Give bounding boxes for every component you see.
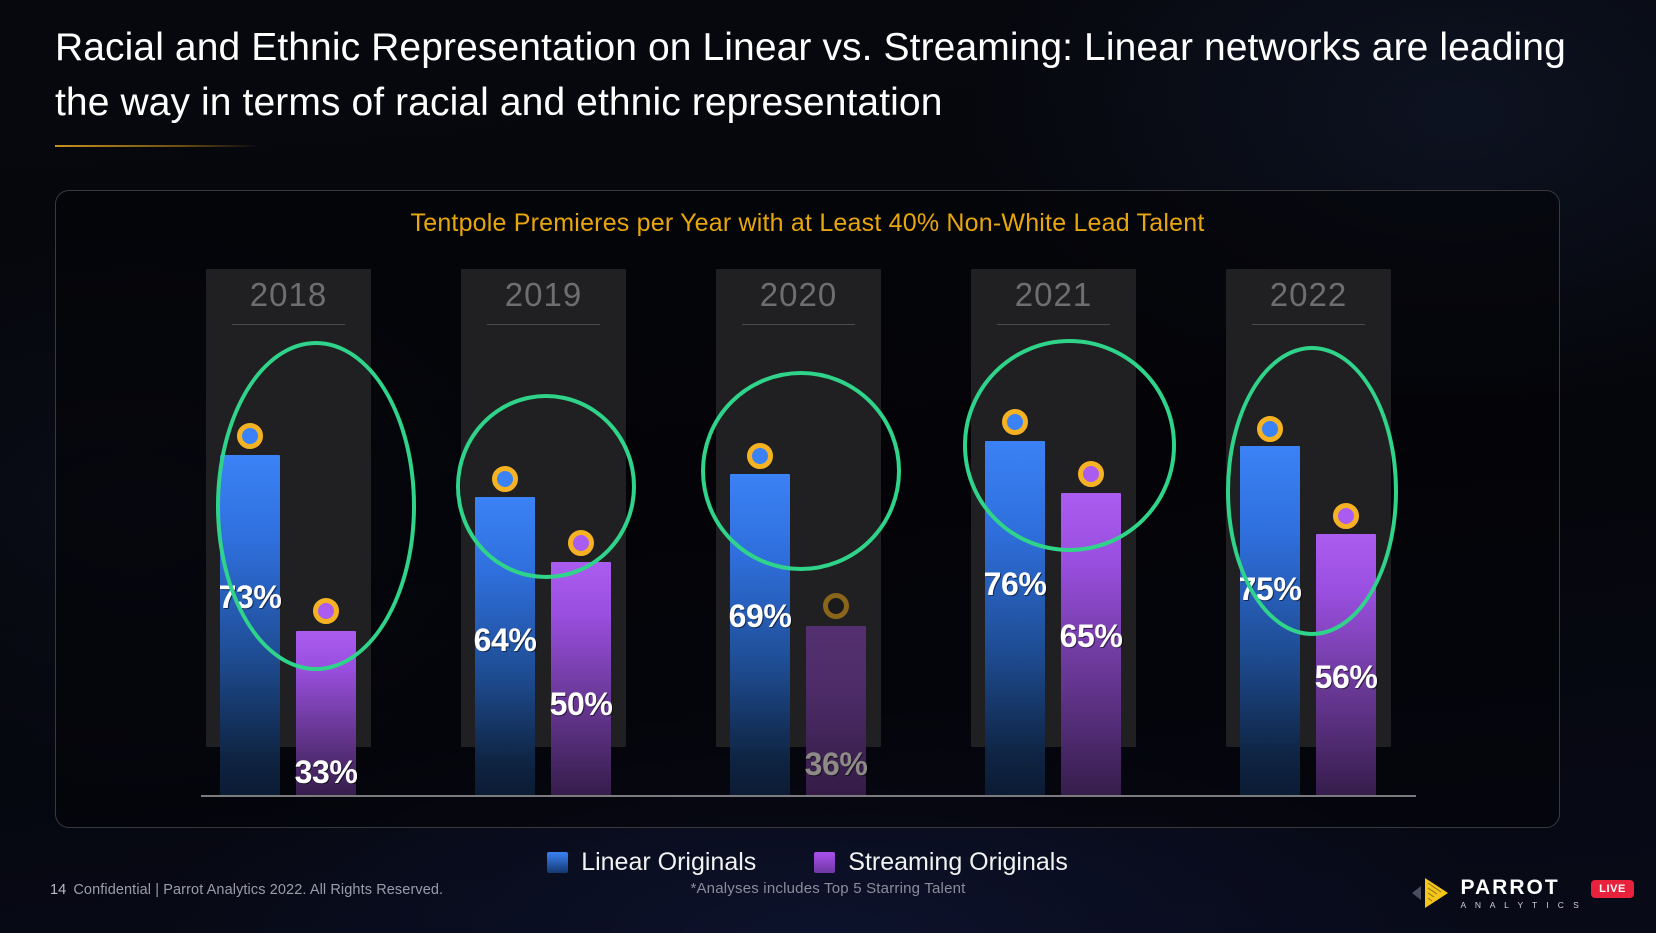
parrot-logo-mark-icon <box>1410 876 1452 910</box>
page-number: 14 <box>50 882 67 898</box>
year-rule <box>997 324 1110 325</box>
year-label-2021: 2021 <box>1014 276 1093 313</box>
marker-streaming-2021 <box>1078 461 1104 487</box>
marker-linear-2018 <box>237 423 263 449</box>
year-rule <box>1252 324 1365 325</box>
bar-streaming-2019[interactable] <box>551 562 611 796</box>
value-label-streaming-2022: 56% <box>1314 659 1378 695</box>
value-label-linear-2018: 73% <box>218 579 282 615</box>
confidential-notice: Confidential | Parrot Analytics 2022. Al… <box>73 882 444 898</box>
bar-streaming-2018[interactable] <box>296 631 356 796</box>
x-axis-line <box>201 795 1416 797</box>
marker-linear-2021 <box>1002 409 1028 435</box>
marker-streaming-2019 <box>568 530 594 556</box>
marker-linear-2019 <box>492 466 518 492</box>
parrot-analytics-logo: PARROT A N A L Y T I C S LIVE <box>1410 876 1634 910</box>
value-label-streaming-2020: 36% <box>804 746 868 782</box>
marker-linear-2022 <box>1257 416 1283 442</box>
legend-label-linear: Linear Originals <box>581 848 757 876</box>
bar-linear-2022[interactable] <box>1240 446 1300 796</box>
year-group-2019: 2019 64% 50% <box>456 191 636 829</box>
year-label-2022: 2022 <box>1269 276 1348 313</box>
grouped-bar-chart: 2018 73% 33% 2019 64% 50% <box>56 191 1561 829</box>
page-title: Racial and Ethnic Representation on Line… <box>55 26 1566 125</box>
marker-streaming-2018 <box>313 598 339 624</box>
marker-streaming-2020 <box>823 593 849 619</box>
value-label-linear-2020: 69% <box>728 598 792 634</box>
title-underline-rule <box>55 144 260 147</box>
bar-streaming-2021[interactable] <box>1061 493 1121 796</box>
live-badge: LIVE <box>1591 880 1634 898</box>
bar-streaming-2022[interactable] <box>1316 534 1376 796</box>
logo-subtitle: A N A L Y T I C S <box>1460 899 1583 910</box>
footer-left: 14 Confidential | Parrot Analytics 2022.… <box>50 882 443 898</box>
marker-linear-2020 <box>747 443 773 469</box>
value-label-streaming-2019: 50% <box>549 686 613 722</box>
chart-legend: Linear Originals Streaming Originals <box>56 848 1559 877</box>
value-label-linear-2019: 64% <box>473 622 537 658</box>
logo-wordmark: PARROT A N A L Y T I C S <box>1461 877 1583 910</box>
legend-swatch-purple-icon <box>814 852 836 873</box>
legend-label-streaming: Streaming Originals <box>848 848 1068 876</box>
value-label-streaming-2021: 65% <box>1059 618 1123 654</box>
year-group-2022: 2022 75% 56% <box>1226 191 1398 829</box>
year-group-2018: 2018 73% 33% <box>206 191 416 829</box>
value-label-linear-2021: 76% <box>983 566 1047 602</box>
year-label-2018: 2018 <box>249 276 328 313</box>
marker-streaming-2022 <box>1333 503 1359 529</box>
value-label-linear-2022: 75% <box>1238 571 1302 607</box>
title-block: Racial and Ethnic Representation on Line… <box>55 20 1575 147</box>
chart-title: Tentpole Premieres per Year with at Leas… <box>410 209 1205 237</box>
bar-linear-2019[interactable] <box>475 497 535 796</box>
year-rule <box>487 324 600 325</box>
year-label-2019: 2019 <box>504 276 583 313</box>
year-group-2021: 2021 76% 65% <box>963 191 1176 829</box>
bar-linear-2018[interactable] <box>220 455 280 796</box>
bar-linear-2020[interactable] <box>730 474 790 796</box>
legend-item-streaming-originals[interactable]: Streaming Originals <box>814 848 1068 877</box>
bar-linear-2021[interactable] <box>985 441 1045 796</box>
chart-card: Tentpole Premieres per Year with at Leas… <box>55 190 1561 876</box>
year-rule <box>742 324 855 325</box>
year-label-2020: 2020 <box>759 276 838 313</box>
legend-item-linear-originals[interactable]: Linear Originals <box>547 848 756 877</box>
year-group-2020: 2020 69% 36% <box>701 191 901 829</box>
year-rule <box>232 324 345 325</box>
bar-streaming-2020[interactable] <box>806 626 866 796</box>
logo-name: PARROT <box>1460 875 1560 899</box>
value-label-streaming-2018: 33% <box>294 754 358 790</box>
legend-swatch-blue-icon <box>547 852 569 873</box>
chart-footnote: *Analyses includes Top 5 Starring Talent <box>690 880 966 897</box>
